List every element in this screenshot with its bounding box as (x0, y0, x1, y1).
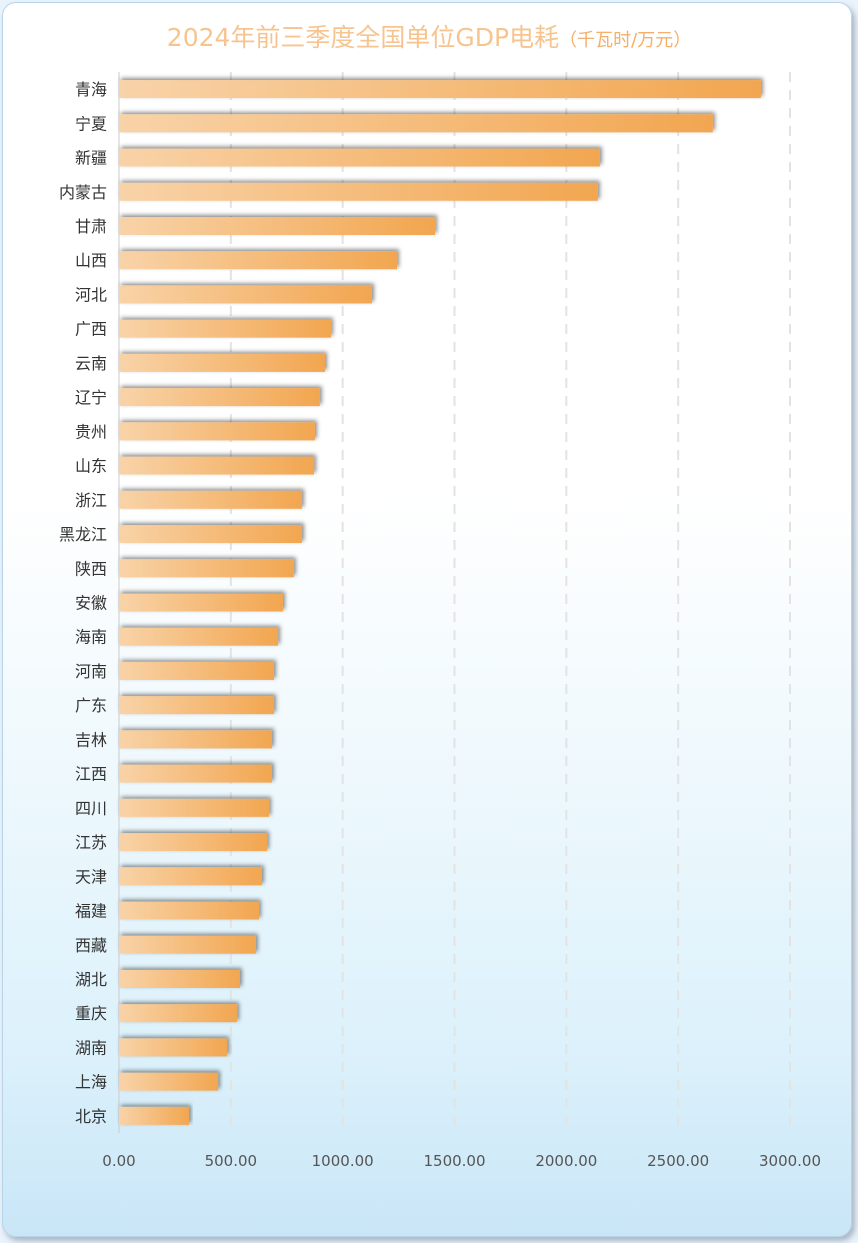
bar-山东 (119, 456, 315, 475)
category-label: 河北 (75, 285, 107, 304)
category-label: 内蒙古 (59, 183, 107, 202)
bar-天津 (119, 867, 262, 886)
bar-湖北 (119, 969, 241, 988)
bar-浙江 (119, 490, 302, 509)
bar-宁夏 (119, 114, 713, 133)
x-tick-label: 2500.00 (647, 1152, 709, 1170)
category-label: 辽宁 (75, 388, 107, 407)
category-label: 青海 (75, 80, 107, 99)
bar-上海 (119, 1072, 219, 1091)
category-label: 安徽 (75, 594, 107, 613)
category-label: 山东 (75, 457, 107, 476)
bar-广东 (119, 696, 275, 715)
category-label: 上海 (75, 1073, 107, 1092)
bar-内蒙古 (119, 182, 598, 201)
category-label: 江苏 (75, 833, 107, 852)
bar-广西 (119, 319, 332, 338)
x-tick-label: 0.00 (102, 1152, 135, 1170)
bar-西藏 (119, 935, 256, 954)
bar-新疆 (119, 148, 600, 167)
bar-河北 (119, 285, 372, 304)
category-label: 新疆 (75, 149, 107, 168)
category-label: 甘肃 (75, 217, 107, 236)
bar-辽宁 (119, 388, 320, 407)
bar-河南 (119, 661, 275, 680)
bar-北京 (119, 1106, 190, 1125)
category-label: 云南 (75, 354, 107, 373)
bar-山西 (119, 251, 398, 270)
category-label: 河南 (75, 662, 107, 681)
bar-贵州 (119, 422, 315, 441)
category-label: 天津 (75, 867, 107, 886)
bar-福建 (119, 901, 260, 920)
bar-吉林 (119, 730, 272, 749)
category-label: 湖南 (75, 1038, 107, 1057)
x-tick-label: 2000.00 (535, 1152, 597, 1170)
category-label: 贵州 (75, 422, 107, 441)
bar-陕西 (119, 559, 294, 578)
category-label: 广西 (75, 320, 107, 339)
chart-title: 2024年前三季度全国单位GDP电耗（千瓦时/万元） (0, 18, 858, 54)
chart-unit: （千瓦时/万元） (559, 30, 692, 51)
category-label: 西藏 (75, 936, 107, 955)
bar-江西 (119, 764, 272, 783)
category-label: 湖北 (75, 970, 107, 989)
bar-青海 (119, 80, 761, 99)
bar-黑龙江 (119, 525, 302, 544)
category-label: 海南 (75, 628, 107, 647)
category-label: 北京 (75, 1107, 107, 1126)
bar-甘肃 (119, 217, 436, 236)
bar-云南 (119, 353, 325, 372)
chart-title-text: 2024年前三季度全国单位GDP电耗 (166, 23, 560, 52)
bar-江苏 (119, 833, 268, 852)
bar-四川 (119, 798, 270, 817)
bar-海南 (119, 627, 279, 646)
category-label: 重庆 (75, 1004, 107, 1023)
category-label: 浙江 (75, 491, 107, 510)
category-label: 陕西 (75, 559, 107, 578)
category-label: 宁夏 (75, 114, 107, 133)
category-label: 广东 (75, 696, 107, 715)
bar-安徽 (119, 593, 283, 612)
x-tick-label: 3000.00 (759, 1152, 821, 1170)
bar-重庆 (119, 1004, 238, 1023)
category-label: 吉林 (75, 730, 107, 749)
category-label: 黑龙江 (59, 525, 107, 544)
category-label: 福建 (75, 902, 107, 921)
bar-湖南 (119, 1038, 228, 1057)
x-tick-label: 1000.00 (312, 1152, 374, 1170)
x-tick-label: 500.00 (205, 1152, 258, 1170)
x-tick-label: 1500.00 (423, 1152, 485, 1170)
category-label: 山西 (75, 251, 107, 270)
category-label: 四川 (75, 799, 107, 818)
category-label: 江西 (75, 765, 107, 784)
